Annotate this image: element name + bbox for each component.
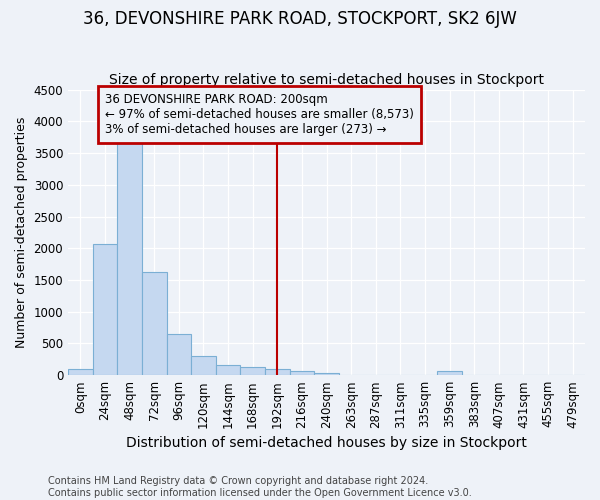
Text: 36, DEVONSHIRE PARK ROAD, STOCKPORT, SK2 6JW: 36, DEVONSHIRE PARK ROAD, STOCKPORT, SK2… bbox=[83, 10, 517, 28]
Bar bbox=[92, 244, 117, 375]
Bar bbox=[290, 371, 314, 375]
Y-axis label: Number of semi-detached properties: Number of semi-detached properties bbox=[15, 116, 28, 348]
Bar bbox=[314, 372, 339, 375]
Bar bbox=[68, 370, 92, 375]
Bar bbox=[437, 372, 462, 375]
X-axis label: Distribution of semi-detached houses by size in Stockport: Distribution of semi-detached houses by … bbox=[126, 436, 527, 450]
Text: 36 DEVONSHIRE PARK ROAD: 200sqm
← 97% of semi-detached houses are smaller (8,573: 36 DEVONSHIRE PARK ROAD: 200sqm ← 97% of… bbox=[105, 92, 414, 136]
Title: Size of property relative to semi-detached houses in Stockport: Size of property relative to semi-detach… bbox=[109, 73, 544, 87]
Bar bbox=[241, 367, 265, 375]
Bar bbox=[216, 364, 241, 375]
Bar bbox=[117, 136, 142, 375]
Bar bbox=[167, 334, 191, 375]
Text: Contains HM Land Registry data © Crown copyright and database right 2024.
Contai: Contains HM Land Registry data © Crown c… bbox=[48, 476, 472, 498]
Bar bbox=[191, 356, 216, 375]
Bar bbox=[265, 369, 290, 375]
Bar bbox=[142, 272, 167, 375]
